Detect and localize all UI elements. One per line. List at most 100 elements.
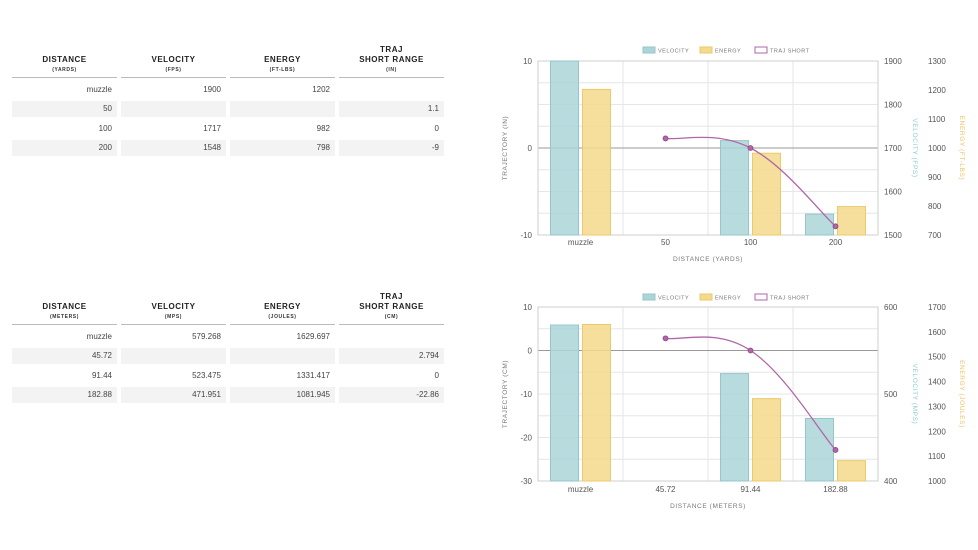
cell-distance: muzzle (86, 84, 112, 94)
energy-bar (837, 206, 866, 236)
y-right1-tick-label: 400 (884, 477, 898, 486)
x-tick-label: 182.88 (823, 485, 848, 494)
y-right1-tick-label: 500 (884, 390, 898, 399)
x-tick-label: 200 (829, 238, 843, 247)
legend-energy-swatch (699, 46, 713, 54)
table-row: muzzle 1900 1202 (12, 82, 448, 98)
y-right2-tick-label: 1600 (928, 328, 946, 337)
cell-energy: 1331.417 (296, 370, 330, 380)
y-right2-tick-label: 700 (928, 231, 942, 240)
trajectory-point (747, 347, 754, 354)
chart-legend: VELOCITY ENERGY TRAJ SHORT (642, 293, 810, 302)
cell-distance: 182.88 (12, 387, 117, 403)
table-row: 100 1717 982 0 (12, 121, 448, 137)
energy-bar (752, 152, 781, 236)
header-energy: ENERGY (JOULES) (230, 290, 335, 325)
table-header-row: DISTANCE (YARDS) VELOCITY (FPS) ENERGY (FT-… (12, 43, 448, 78)
y-left-tick-label: 10 (523, 57, 532, 66)
trajectory-point (662, 335, 669, 342)
legend-traj-short-label: TRAJ SHORT (770, 296, 810, 302)
y-right1-tick-label: 1700 (884, 144, 902, 153)
header-traj: TRAJ SHORT RANGE (IN) (339, 43, 444, 78)
x-axis-title: DISTANCE (METERS) (670, 503, 746, 510)
cell-energy: 1081.945 (230, 387, 335, 403)
cell-traj: 0 (434, 370, 439, 380)
chart-1: muzzle 50 100 200100-1019001800170016001500… (502, 46, 965, 263)
cell-velocity (121, 101, 226, 117)
y-right2-tick-label: 1700 (928, 303, 946, 312)
y-left-tick-label: 0 (528, 347, 533, 356)
table-row: 182.88 471.951 1081.945 -22.86 (12, 387, 448, 403)
header-velocity: VELOCITY (FPS) (121, 43, 226, 78)
trajectory-point (832, 223, 839, 230)
cell-distance: muzzle (86, 331, 112, 341)
y-right2-tick-label: 1000 (928, 144, 946, 153)
x-tick-label: 91.44 (740, 485, 761, 494)
y-right2-tick-label: 1000 (928, 477, 946, 486)
y-left-tick-label: 10 (523, 303, 532, 312)
header-velocity: VELOCITY (MPS) (121, 290, 226, 325)
energy-bar (752, 398, 781, 482)
cell-velocity: 1548 (121, 140, 226, 156)
ballistics-table-imperial: DISTANCE (YARDS) VELOCITY (FPS) ENERGY (FT-… (12, 43, 448, 156)
velocity-bar (720, 373, 749, 482)
table-row: 45.72 2.794 (12, 348, 448, 364)
y-right2-tick-label: 1100 (928, 452, 946, 461)
y-right2-tick-label: 1200 (928, 427, 946, 436)
y-left-tick-label: -30 (520, 477, 532, 486)
chart-2: muzzle 45.72 91.44 182.88 10 0 -10 -20 -30 600 500… (502, 293, 965, 510)
plot-frame (537, 60, 879, 236)
cell-traj: 2.794 (339, 348, 444, 364)
legend-velocity-label: VELOCITY (658, 49, 689, 55)
legend-velocity-swatch (642, 293, 656, 301)
cell-traj: 1.1 (339, 101, 444, 117)
y-right2-axis-title: ENERGY (JOULES) (958, 360, 965, 428)
cell-traj: -22.86 (339, 387, 444, 403)
cell-velocity: 1900 (203, 84, 221, 94)
energy-bar (582, 323, 611, 482)
legend-energy-label: ENERGY (715, 49, 741, 55)
header-energy: ENERGY (FT-LBS) (230, 43, 335, 78)
y-right2-tick-label: 1300 (928, 402, 946, 411)
y-right2-tick-label: 1500 (928, 353, 946, 362)
y-right2-tick-label: 800 (928, 202, 942, 211)
chart-legend: VELOCITY ENERGY TRAJ SHORT (642, 46, 810, 55)
y-right1-tick-label: 1500 (884, 231, 902, 240)
y-right1-tick-label: 600 (884, 303, 898, 312)
table-header-row: DISTANCE (METERS) VELOCITY (MPS) ENERGY (JO… (12, 290, 448, 325)
plot-frame (537, 306, 879, 482)
cell-velocity: 523.475 (192, 370, 221, 380)
x-tick-label: muzzle (568, 485, 594, 494)
cell-energy (230, 348, 335, 364)
y-left-tick-label: 0 (528, 144, 533, 153)
y-right1-tick-label: 1800 (884, 101, 902, 110)
cell-velocity (121, 348, 226, 364)
y-right2-tick-label: 900 (928, 173, 942, 182)
y-right2-tick-label: 1200 (928, 86, 946, 95)
cell-energy (230, 101, 335, 117)
cell-energy: 1629.697 (296, 331, 330, 341)
y-right2-tick-label: 1300 (928, 57, 946, 66)
cell-distance: 50 (12, 101, 117, 117)
x-tick-label: 100 (744, 238, 758, 247)
header-distance: DISTANCE (YARDS) (12, 43, 117, 78)
y-right1-axis-title: VELOCITY (MPS) (911, 364, 918, 425)
legend-traj-short-label: TRAJ SHORT (770, 49, 810, 55)
legend-velocity-swatch (642, 46, 656, 54)
x-tick-label: 45.72 (655, 485, 676, 494)
cell-energy: 982 (316, 123, 330, 133)
header-distance: DISTANCE (METERS) (12, 290, 117, 325)
cell-distance: 91.44 (91, 370, 112, 380)
y-right2-tick-label: 1100 (928, 115, 946, 124)
cell-traj: 0 (434, 123, 439, 133)
ballistics-table-metric: DISTANCE (METERS) VELOCITY (MPS) ENERGY (JO… (12, 290, 448, 403)
y-right1-tick-label: 1600 (884, 188, 902, 197)
velocity-bar (550, 324, 579, 482)
x-axis-title: DISTANCE (YARDS) (673, 256, 743, 263)
legend-velocity-label: VELOCITY (658, 296, 689, 302)
x-tick-label: 50 (661, 238, 670, 247)
energy-bar (582, 88, 611, 236)
cell-traj: -9 (339, 140, 444, 156)
energy-bar (837, 460, 866, 482)
